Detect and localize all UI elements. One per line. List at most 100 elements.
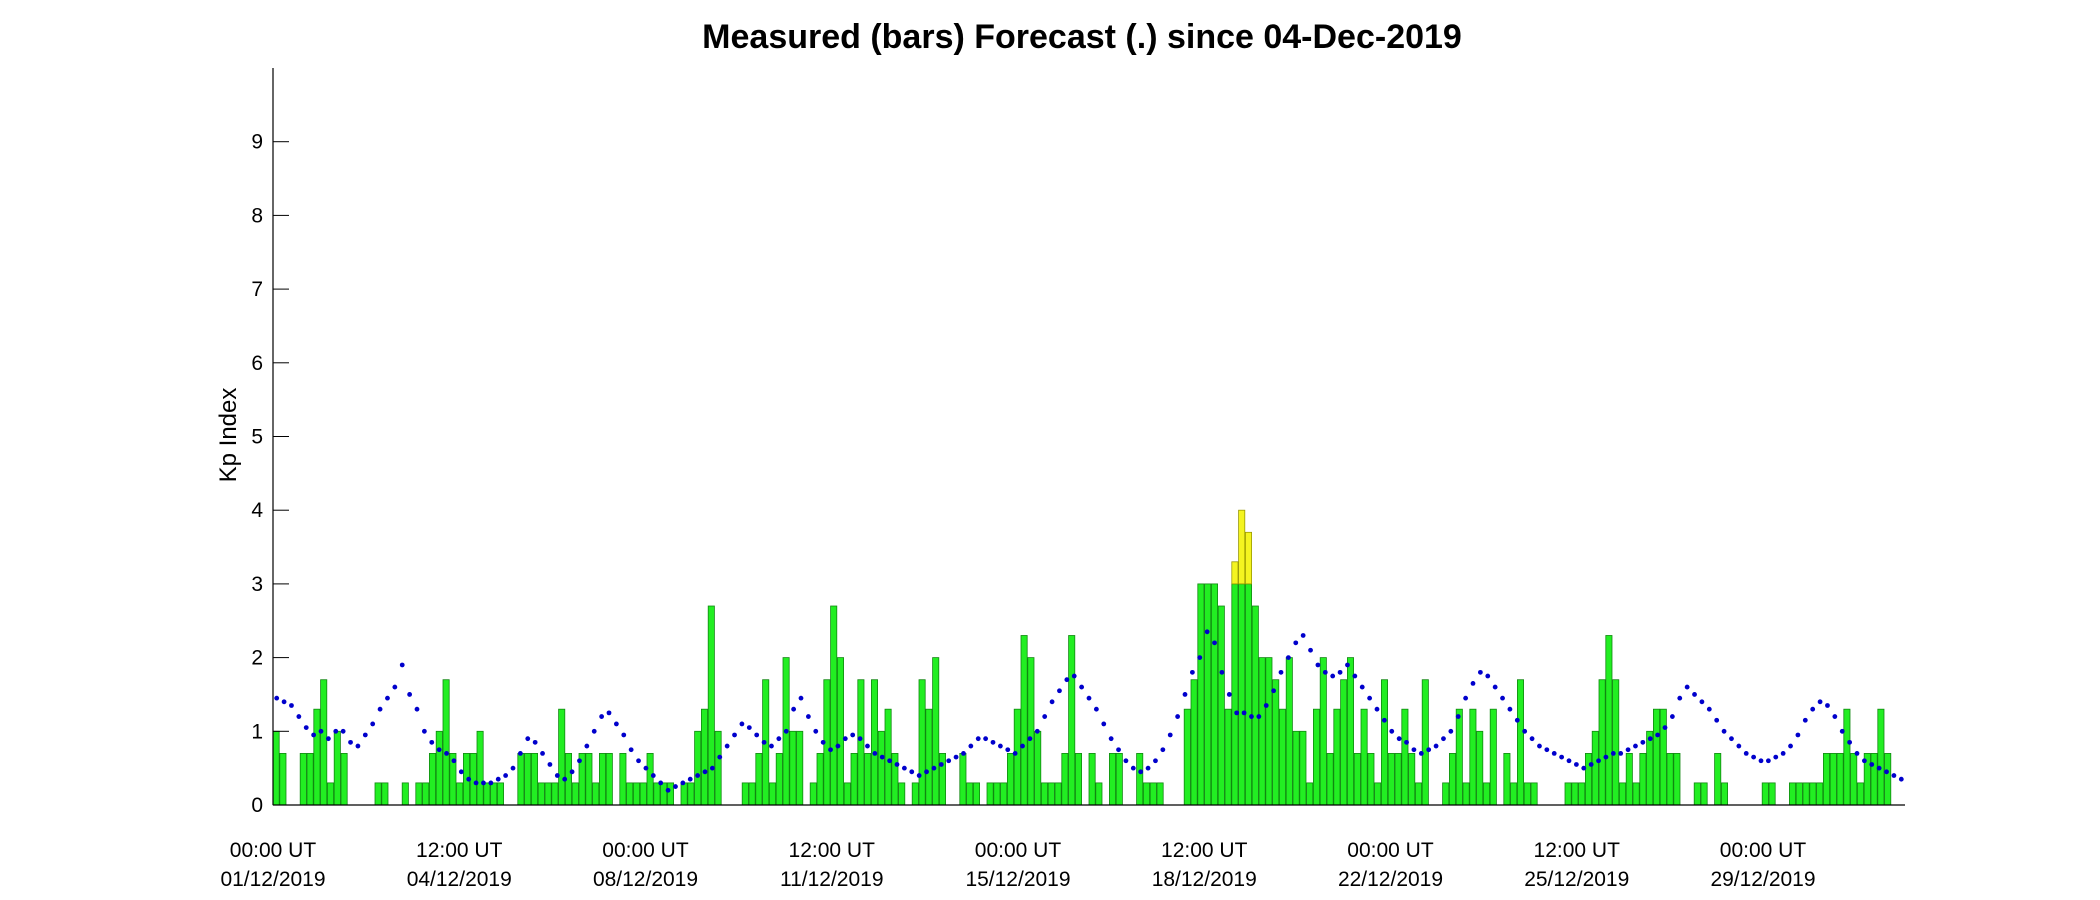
forecast-point — [606, 710, 612, 716]
forecast-point — [296, 714, 302, 719]
measured-bar — [456, 782, 464, 806]
forecast-point — [1891, 773, 1897, 778]
measured-bar — [775, 753, 783, 806]
forecast-point — [525, 736, 531, 742]
forecast-point — [1758, 758, 1764, 764]
forecast-point — [1020, 743, 1025, 749]
measured-bar — [1442, 782, 1450, 806]
measured-bar-high — [1231, 561, 1239, 585]
measured-bar — [714, 730, 722, 806]
forecast-point — [628, 747, 634, 753]
measured-bar — [1673, 753, 1681, 806]
measured-bar — [483, 782, 491, 806]
forecast-point — [946, 758, 952, 764]
measured-bar — [401, 782, 409, 806]
forecast-point — [1677, 695, 1683, 701]
measured-bar — [551, 782, 559, 806]
measured-bar — [1802, 782, 1810, 806]
measured-bar — [531, 753, 539, 806]
y-ticks: 0 1 2 3 4 5 6 7 8 9 — [251, 131, 289, 817]
forecast-point — [1514, 717, 1520, 723]
x-tick-label-date: 08/12/2019 — [593, 868, 698, 891]
measured-bar — [1027, 657, 1035, 806]
measured-bar — [599, 753, 607, 806]
measured-bar — [911, 782, 919, 806]
forecast-point — [274, 695, 280, 701]
y-tick-label: 5 — [251, 426, 263, 449]
measured-bar — [1469, 708, 1477, 806]
forecast-point — [1322, 669, 1328, 675]
measured-bar — [1585, 753, 1593, 806]
forecast-point — [724, 743, 730, 749]
forecast-point — [1884, 769, 1889, 775]
forecast-point — [510, 765, 516, 771]
measured-bar — [1238, 583, 1246, 806]
measured-bar — [537, 782, 545, 806]
forecast-point — [1079, 684, 1085, 690]
forecast-point — [1463, 695, 1469, 701]
measured-bar — [973, 782, 981, 806]
forecast-point — [1625, 747, 1631, 753]
forecast-point — [813, 728, 819, 734]
forecast-point — [1389, 728, 1395, 734]
forecast-point — [325, 736, 331, 742]
forecast-point — [658, 780, 664, 786]
measured-bar — [1789, 782, 1797, 806]
forecast-point — [961, 751, 966, 756]
measured-bar — [1061, 753, 1069, 806]
forecast-point — [1086, 695, 1092, 701]
forecast-point — [1278, 669, 1284, 675]
measured-bar — [320, 679, 328, 806]
measured-bar — [1857, 782, 1865, 806]
forecast-point — [481, 780, 486, 786]
measured-bar — [796, 730, 804, 806]
forecast-point — [1603, 754, 1609, 760]
measured-bar — [789, 730, 797, 806]
forecast-point — [1448, 728, 1454, 734]
measured-bar — [1292, 730, 1300, 806]
forecast-point — [577, 758, 582, 764]
measured-bar — [1850, 753, 1858, 806]
measured-bar — [748, 782, 756, 806]
measured-bar — [1217, 605, 1225, 806]
x-tick-label-time: 00:00 UT — [1720, 839, 1807, 862]
y-tick-label: 2 — [251, 647, 263, 670]
forecast-point — [783, 728, 789, 734]
chart-title: Measured (bars) Forecast (.) since 04-De… — [702, 18, 1462, 56]
forecast-point — [281, 699, 287, 705]
forecast-point — [407, 692, 413, 697]
forecast-point — [429, 739, 435, 745]
forecast-point — [1706, 706, 1712, 712]
measured-bar — [619, 753, 627, 806]
measured-bar — [816, 753, 824, 806]
measured-bar — [326, 782, 334, 806]
forecast-point — [517, 751, 523, 756]
forecast-point — [673, 784, 678, 789]
measured-bar — [1258, 657, 1266, 806]
measured-bar — [1197, 583, 1205, 806]
forecast-point — [1034, 728, 1040, 734]
x-tick-label-time: 12:00 UT — [789, 839, 876, 862]
forecast-point — [385, 695, 390, 701]
forecast-point — [399, 662, 405, 668]
forecast-point — [1374, 706, 1380, 712]
forecast-point — [1441, 736, 1446, 742]
measured-bar — [667, 782, 675, 806]
measured-bar — [1700, 782, 1708, 806]
measured-bar — [1299, 730, 1307, 806]
measured-bar — [415, 782, 423, 806]
measured-bar — [1047, 782, 1055, 806]
forecast-point — [791, 706, 797, 712]
measured-bar — [1326, 753, 1334, 806]
measured-bar — [1041, 782, 1049, 806]
forecast-point — [1123, 758, 1129, 764]
forecast-point — [894, 762, 900, 767]
measured-bar — [558, 708, 566, 806]
measured-bar — [687, 782, 695, 806]
measured-bar — [1075, 753, 1083, 806]
forecast-point — [1042, 714, 1048, 719]
forecast-dots — [274, 629, 1904, 793]
forecast-point — [938, 762, 944, 767]
measured-bar — [422, 782, 430, 806]
